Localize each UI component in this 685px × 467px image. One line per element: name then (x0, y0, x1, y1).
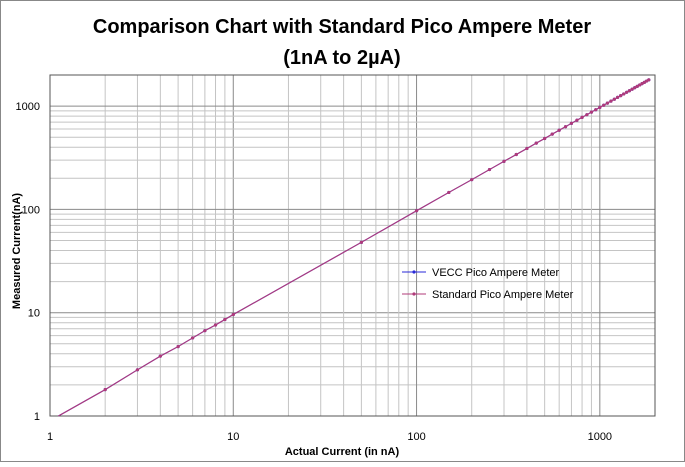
data-point (612, 97, 616, 101)
data-point (487, 167, 492, 172)
data-point (625, 90, 629, 94)
data-point (563, 125, 568, 129)
data-point (594, 108, 598, 112)
tick-labels: 1 10 100 1000 1 10 100 1000 (16, 101, 613, 443)
data-point (569, 121, 574, 125)
y-tick-label: 1000 (16, 101, 40, 113)
y-tick-label: 10 (28, 308, 40, 320)
data-point (414, 209, 419, 213)
legend: VECC Pico Ampere Meter Standard Pico Amp… (402, 267, 574, 301)
data-point (615, 95, 620, 99)
data-point (543, 136, 547, 141)
data-point (176, 344, 180, 349)
data-point (213, 323, 218, 327)
data-point (575, 118, 579, 122)
data-point (223, 317, 227, 322)
legend-label-vecc: VECC Pico Ampere Meter (432, 267, 559, 279)
data-point (534, 141, 538, 145)
data-point (622, 92, 626, 96)
data-point (580, 115, 584, 119)
data-point (585, 113, 589, 117)
data-point (359, 240, 363, 244)
legend-marker-standard (412, 292, 416, 296)
data-point (550, 132, 554, 136)
data-point (514, 152, 518, 157)
x-tick-label: 1 (47, 431, 53, 443)
data-point (619, 94, 623, 98)
x-tick-label: 1000 (588, 431, 612, 443)
data-point (135, 368, 140, 372)
data-point (589, 110, 594, 114)
data-point (627, 89, 632, 93)
data-point (633, 86, 637, 90)
y-tick-label: 100 (22, 204, 40, 216)
data-point (502, 159, 506, 163)
data-point (231, 312, 235, 317)
legend-label-standard: Standard Pico Ampere Meter (432, 289, 574, 301)
data-point (647, 78, 651, 82)
data-point (609, 99, 613, 103)
series-layer (58, 78, 651, 417)
data-point (602, 103, 606, 107)
x-tick-label: 100 (407, 431, 425, 443)
data-point (557, 128, 561, 132)
data-point (525, 146, 529, 151)
x-axis-title: Actual Current (in nA) (285, 446, 400, 458)
chart-title: Comparison Chart with Standard Pico Ampe… (93, 16, 591, 38)
data-point (605, 101, 610, 105)
legend-marker-vecc (412, 270, 416, 274)
y-axis-title: Measured Current(nA) (11, 193, 23, 309)
data-point (635, 84, 639, 88)
data-point (638, 83, 642, 87)
x-tick-label: 10 (227, 431, 239, 443)
data-point (630, 87, 634, 91)
data-point (447, 190, 451, 195)
data-point (203, 329, 207, 333)
data-point (191, 336, 195, 340)
data-point (103, 388, 107, 392)
plot-area-border (49, 74, 656, 417)
data-point (598, 105, 602, 109)
data-point (158, 354, 162, 358)
chart-subtitle: (1nA to 2µA) (283, 47, 400, 69)
data-point (470, 178, 474, 182)
y-tick-label: 1 (34, 411, 40, 423)
series-group-1 (58, 78, 651, 417)
